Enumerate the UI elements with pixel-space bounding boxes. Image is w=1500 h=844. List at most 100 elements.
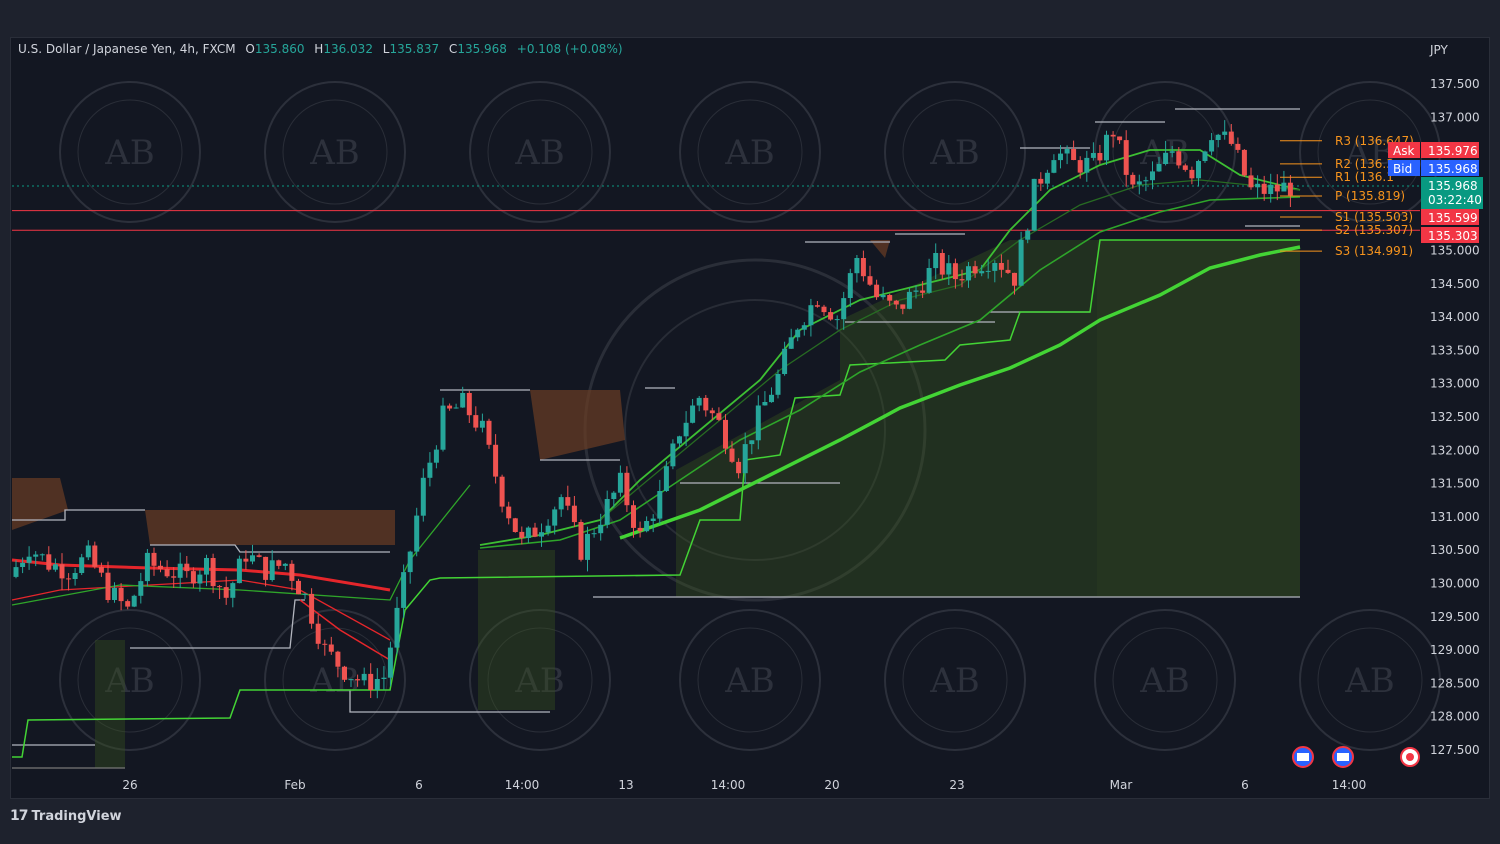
candle-body: [158, 565, 163, 570]
symbol-title[interactable]: U.S. Dollar / Japanese Yen, 4h, FXCM: [18, 42, 236, 56]
candle-body: [276, 560, 282, 566]
time-tick-label: 6: [415, 778, 423, 792]
candle-body: [1005, 269, 1011, 273]
watermark-ring: [902, 627, 1008, 733]
candle-body: [1281, 182, 1287, 192]
bid-tag-label-bg: [1388, 160, 1420, 176]
candle-body: [749, 440, 755, 445]
candle-body: [755, 405, 761, 441]
ask-tag-label: Ask: [1393, 144, 1414, 158]
pivot-label: S3 (134.991): [1335, 244, 1413, 258]
candle-body: [972, 266, 978, 274]
price-tick-label: 137.000: [1430, 110, 1480, 124]
bid-tag-label: Bid: [1393, 162, 1412, 176]
watermark-ring: [697, 627, 803, 733]
indicator-clouds: [12, 240, 1300, 768]
pivot-label: S2 (135.307): [1335, 223, 1413, 237]
price-tick-label: 128.000: [1430, 710, 1480, 724]
candle-body: [828, 312, 834, 320]
time-tick-label: Feb: [284, 778, 305, 792]
candle-body: [663, 466, 669, 491]
candle-body: [677, 436, 682, 444]
candle-body: [1150, 171, 1155, 181]
candle-body: [552, 509, 558, 526]
candle-body: [250, 555, 255, 562]
candle-body: [1090, 153, 1096, 158]
candle-body: [52, 564, 58, 570]
candle-body: [302, 593, 308, 595]
candle-body: [1123, 140, 1129, 175]
candle-body: [926, 268, 932, 293]
candle-body: [604, 499, 610, 525]
candle-body: [657, 491, 663, 519]
candle-body: [769, 394, 774, 403]
time-tick-label: 20: [824, 778, 839, 792]
candle-body: [1189, 169, 1195, 179]
level-tag-bg: [1421, 209, 1479, 225]
price-tick-label: 135.000: [1430, 244, 1480, 258]
candle-body: [598, 524, 604, 534]
candle-body: [1077, 160, 1083, 173]
candle-body: [72, 573, 78, 579]
candle-body: [447, 405, 453, 409]
change-value: +0.108 (+0.08%): [516, 42, 623, 56]
tradingview-logo[interactable]: 17 TradingView: [10, 808, 122, 824]
candle-body: [269, 560, 275, 580]
watermark-ring: [282, 99, 388, 205]
candle-body: [860, 258, 866, 277]
candle-body: [387, 647, 393, 678]
candle-body: [151, 552, 157, 566]
moving-averages: [11, 149, 1301, 661]
price-tick-label: 129.000: [1430, 643, 1480, 657]
last-tag-value: 135.968: [1428, 179, 1478, 193]
candle-body: [486, 420, 492, 445]
candle-body: [13, 567, 19, 577]
candle-body: [118, 587, 124, 602]
candle-body: [874, 284, 880, 298]
candle-body: [762, 402, 768, 406]
watermark-circle: [884, 609, 1026, 751]
price-tick-label: 134.000: [1430, 310, 1480, 324]
candle-body: [493, 444, 499, 477]
candle-body: [1051, 160, 1057, 173]
watermark-ring: [1317, 627, 1423, 733]
candle-body: [256, 555, 262, 557]
watermark-mark: AB: [1139, 661, 1190, 701]
watermark-mark: AB: [104, 133, 155, 173]
watermark-circle: [679, 609, 821, 751]
open-label: O: [245, 42, 255, 56]
economic-events[interactable]: [1292, 746, 1420, 768]
symbol-legend: U.S. Dollar / Japanese Yen, 4h, FXCM O13…: [18, 42, 623, 56]
candle-body: [342, 666, 347, 680]
candle-body: [282, 563, 288, 566]
candle-body: [670, 443, 676, 467]
candle-body: [296, 580, 301, 595]
price-tick-label: 133.500: [1430, 343, 1480, 357]
candle-body: [1012, 272, 1017, 286]
time-tick-label: 14:00: [1332, 778, 1367, 792]
time-axis[interactable]: 26 Feb 6 14:00 13 14:00 20 23 Mar 6 14:00: [122, 778, 1366, 792]
candle-body: [650, 518, 656, 521]
candle-body: [263, 556, 269, 580]
candle-body: [1143, 180, 1149, 182]
close-label: C: [448, 42, 458, 56]
watermark-logos: ABABABABABABABABABABABABABAB: [59, 81, 1441, 751]
candle-body: [644, 521, 650, 532]
candle-body: [197, 574, 203, 584]
candle-body: [460, 393, 466, 408]
candle-body: [1104, 134, 1109, 161]
bid-tag-bg: [1421, 160, 1479, 176]
candle-body: [1097, 153, 1103, 161]
candle-body: [401, 572, 407, 608]
price-tick-label: 131.000: [1430, 510, 1480, 524]
candle-body: [98, 566, 104, 573]
level-tag-bg: [1421, 227, 1479, 243]
candle-body: [479, 420, 485, 428]
candle-body: [210, 558, 216, 587]
price-tick-label: 127.500: [1430, 743, 1480, 757]
candle-body: [716, 413, 722, 420]
candle-body: [696, 397, 702, 406]
candle-body: [821, 306, 827, 313]
candle-body: [1209, 140, 1215, 152]
